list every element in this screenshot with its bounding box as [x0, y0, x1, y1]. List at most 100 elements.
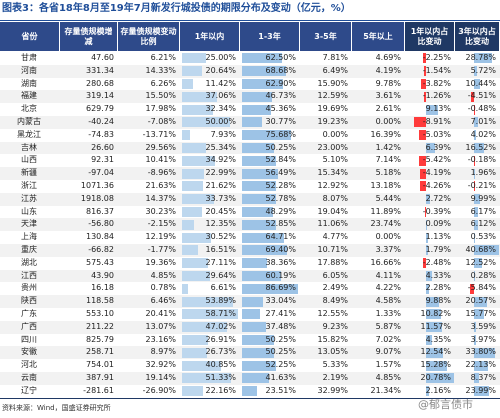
- cell: 30.77%: [265, 117, 296, 126]
- cell: 5.33%: [322, 360, 348, 370]
- cell: 北京: [21, 104, 37, 114]
- header-cell: 存量债规模增减: [60, 22, 118, 51]
- bar: [242, 130, 291, 141]
- cell: 754.01: [86, 360, 114, 370]
- cell: 3.97%: [470, 334, 496, 344]
- cell: -1.26%: [422, 91, 451, 101]
- change-bar: [473, 53, 492, 64]
- cell: 60.19%: [265, 270, 296, 280]
- change-bar: [473, 219, 478, 230]
- cell: -13.71%: [142, 129, 176, 139]
- cell: 26.73%: [205, 347, 236, 357]
- cell: 29.64%: [205, 270, 236, 280]
- cell: 17.98%: [145, 104, 176, 114]
- bar: [242, 91, 273, 102]
- cell: 7.01%: [470, 117, 496, 126]
- change-bar: [470, 283, 474, 294]
- cell: 11.57%: [420, 321, 451, 331]
- cell: 575.43: [86, 257, 114, 267]
- cell: -2.48%: [422, 257, 451, 267]
- cell: 6.46%: [150, 296, 176, 306]
- cell: 25.00%: [205, 53, 236, 62]
- change-bar: [473, 143, 485, 153]
- bar: [182, 168, 204, 179]
- cell: 0.09%: [425, 219, 451, 229]
- change-bar: [473, 335, 477, 345]
- cell: -4.26%: [422, 181, 451, 190]
- cell: 15.34%: [317, 168, 348, 178]
- cell: 江西: [21, 270, 37, 280]
- bar: [242, 219, 277, 230]
- cell: 19.04%: [317, 206, 348, 216]
- cell: 陕西: [21, 296, 37, 306]
- title: 图表3：各省18年8月至19年7月新发行城投债的期限分布及变动（亿元，%）: [2, 3, 351, 14]
- cell: -2.25%: [422, 53, 451, 62]
- bar: [182, 386, 204, 397]
- cell: 江苏: [21, 193, 37, 203]
- cell: 1.13%: [425, 232, 451, 242]
- bar: [182, 232, 212, 243]
- change-bar: [473, 194, 481, 205]
- cell: 26.91%: [205, 334, 236, 344]
- cell: 130.84: [86, 232, 114, 242]
- cell: 9.88%: [425, 296, 451, 306]
- cell: 211.22: [86, 321, 114, 331]
- bar: [182, 91, 218, 102]
- change-bar: [413, 117, 426, 128]
- cell: 内蒙古: [17, 117, 41, 126]
- cell: 51.33%: [205, 373, 236, 382]
- cell: 12.59%: [317, 91, 348, 101]
- change-bar: [473, 322, 477, 333]
- cell: 湖南: [21, 78, 37, 88]
- cell: 86.69%: [265, 283, 296, 293]
- cell: 280.68: [86, 78, 114, 88]
- cell: 天津: [21, 219, 37, 229]
- cell: -1.54%: [422, 65, 451, 75]
- cell: 浙江: [21, 181, 37, 190]
- cell: 9.13%: [425, 104, 451, 114]
- cell: 0.00%: [375, 232, 401, 242]
- cell: 20.78%: [420, 373, 451, 382]
- cell: 52.84%: [265, 155, 296, 165]
- cell: 1.96%: [470, 168, 496, 178]
- bar: [242, 117, 262, 128]
- change-bar: [423, 66, 426, 77]
- cell: 6.39%: [425, 142, 451, 152]
- change-bar: [426, 309, 441, 320]
- cell: 6.61%: [210, 283, 236, 293]
- bar: [242, 335, 275, 345]
- cell: 32.99%: [317, 385, 348, 395]
- cell: 47.60: [91, 53, 114, 62]
- cell: 32.92%: [145, 360, 176, 370]
- cell: 湖北: [21, 257, 37, 267]
- cell: 5.10%: [322, 155, 348, 165]
- cell: 23.99%: [465, 385, 496, 395]
- cell: 四川: [21, 334, 37, 344]
- cell: 12.92%: [317, 181, 348, 190]
- cell: 41.63%: [265, 373, 296, 382]
- cell: 52.78%: [265, 193, 296, 203]
- cell: 92.31: [91, 155, 114, 165]
- cell: 33.73%: [205, 193, 236, 203]
- bar: [182, 322, 227, 333]
- cell: -0.48%: [467, 104, 496, 114]
- cell: 7.81%: [322, 53, 348, 62]
- cell: 3.59%: [470, 321, 496, 331]
- cell: 9.78%: [375, 78, 401, 88]
- cell: 2.61%: [375, 104, 401, 114]
- bar: [242, 194, 277, 205]
- cell: 4.85%: [150, 270, 176, 280]
- header-cell: 3年以内占比变动: [455, 22, 500, 51]
- cell: 0.00%: [375, 117, 401, 126]
- cell: 河北: [21, 360, 37, 370]
- cell: 吉林: [21, 142, 37, 152]
- cell: 48.29%: [265, 206, 296, 216]
- change-bar: [419, 130, 426, 141]
- change-bar: [473, 386, 489, 397]
- bar: [242, 322, 267, 333]
- bar: [182, 309, 238, 320]
- cell: 10.71%: [317, 245, 348, 254]
- change-bar: [473, 347, 495, 358]
- bar: [242, 373, 269, 384]
- change-bar: [422, 258, 426, 269]
